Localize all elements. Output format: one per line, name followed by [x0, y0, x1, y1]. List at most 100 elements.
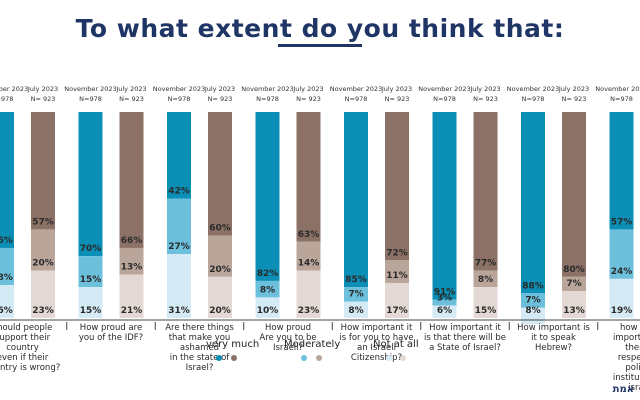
- data-label-nov-g6-s2: 3%: [437, 294, 452, 304]
- sample-size-jul-g2: N= 923: [119, 95, 144, 103]
- data-label-jul-g1-s3: 23%: [32, 306, 54, 316]
- bar-segment-jul-g1-s2: [31, 229, 55, 271]
- sample-size-jul-g6: N= 923: [473, 95, 498, 103]
- question-line: country: [6, 343, 39, 353]
- data-label-nov-g8-s2: 24%: [611, 267, 633, 277]
- bar-segment-nov-g3-s3: [167, 254, 191, 318]
- data-label-jul-g7-s3: 13%: [563, 306, 585, 316]
- data-label-nov-g8-s1: 57%: [611, 217, 633, 227]
- question-line: How important it: [341, 323, 413, 333]
- bar-segment-nov-g6-s2: [432, 299, 457, 306]
- bar-segment-nov-g8-s2: [609, 229, 634, 279]
- data-label-nov-g3-s1: 42%: [168, 187, 190, 197]
- bar-segment-jul-g2-s3: [119, 274, 144, 318]
- data-label-jul-g4-s3: 23%: [298, 306, 320, 316]
- data-label-jul-g2-s1: 66%: [121, 236, 143, 246]
- data-label-jul-g4-s2: 14%: [298, 259, 320, 269]
- data-label-jul-g6-s3: 15%: [475, 306, 497, 316]
- question-line: that make you: [169, 333, 231, 343]
- bar-segment-jul-g1-s1: [31, 112, 55, 230]
- question-line: even if their: [0, 353, 49, 363]
- sample-size-nov-g5: N=978: [345, 95, 368, 103]
- bar-segment-nov-g2-s3: [78, 287, 103, 318]
- question-label-6: How important it is that there will be a S…: [424, 323, 506, 353]
- bar-segment-nov-g3-s2: [167, 198, 191, 255]
- question-line: How important it: [429, 323, 501, 333]
- question-line: it to speak: [531, 333, 576, 343]
- bar-segment-nov-g5-s2: [344, 287, 368, 302]
- period-label-jul-g3: July 2023: [204, 85, 235, 93]
- bar-segment-jul-g3-s3: [208, 276, 232, 318]
- data-label-nov-g3-s3: 31%: [168, 306, 190, 316]
- sample-size-nov-g6: N=978: [433, 95, 456, 103]
- question-line: importance is: [613, 333, 640, 343]
- period-label-nov-g1: November 2023: [0, 85, 28, 93]
- question-line: Are you to be: [259, 333, 316, 343]
- bar-segment-jul-g6-s1: [473, 112, 498, 271]
- bar-segment-jul-g3-s2: [208, 235, 232, 277]
- bar-segment-jul-g4-s1: [296, 112, 321, 242]
- question-line: there to: [625, 343, 640, 353]
- sample-size-nov-g3: N=978: [168, 95, 191, 103]
- data-label-nov-g2-s1: 70%: [80, 244, 102, 254]
- data-label-nov-g5-s1: 85%: [345, 275, 367, 285]
- data-label-jul-g7-s2: 7%: [566, 279, 581, 289]
- data-label-nov-g5-s3: 8%: [348, 306, 363, 316]
- question-label-2: How proud are you of the IDF?: [79, 323, 143, 343]
- sample-size-nov-g4: N=978: [256, 95, 279, 103]
- period-label-nov-g8: November 2023: [595, 85, 640, 93]
- bar-segment-jul-g3-s1: [208, 112, 232, 236]
- question-line: support their: [0, 333, 51, 343]
- period-label-jul-g6: July 2023: [469, 85, 500, 93]
- data-label-nov-g4-s1: 82%: [257, 269, 279, 279]
- sample-size-jul-g5: N= 923: [385, 95, 410, 103]
- question-line: How proud: [265, 323, 311, 333]
- data-label-nov-g6-s1: 91%: [434, 287, 456, 297]
- bar-segment-nov-g4-s2: [255, 280, 280, 298]
- bar-segment-jul-g6-s3: [473, 287, 498, 318]
- bar-segment-jul-g4-s3: [296, 270, 321, 318]
- data-label-jul-g5-s1: 72%: [386, 248, 408, 258]
- period-label-jul-g7: July 2023: [558, 85, 589, 93]
- data-label-nov-g8-s3: 19%: [611, 306, 633, 316]
- data-label-jul-g2-s2: 13%: [121, 263, 143, 273]
- data-label-jul-g6-s1: 77%: [475, 259, 497, 269]
- data-label-nov-g2-s3: 15%: [80, 306, 102, 316]
- sample-size-jul-g3: N= 923: [208, 95, 233, 103]
- sample-size-nov-g2: N=978: [79, 95, 102, 103]
- data-label-jul-g3-s3: 20%: [209, 306, 231, 316]
- title-underline: [278, 44, 362, 47]
- period-label-nov-g7: November 2023: [507, 85, 559, 93]
- sample-size-nov-g8: N=978: [610, 95, 633, 103]
- data-label-nov-g3-s2: 27%: [168, 242, 190, 252]
- question-line: Israeli?: [273, 343, 303, 353]
- question-line: an Israeli: [357, 343, 396, 353]
- question-line: israel?: [628, 383, 640, 393]
- bar-segment-jul-g5-s3: [385, 282, 409, 318]
- sample-size-jul-g7: N= 923: [562, 95, 587, 103]
- bar-segment-nov-g3-s1: [167, 112, 191, 199]
- question-line: Hebrew?: [535, 343, 572, 353]
- question-line: Citizenship?: [351, 353, 402, 363]
- data-label-nov-g7-s3: 8%: [525, 306, 540, 316]
- data-label-nov-g1-s3: 16%: [0, 306, 13, 316]
- question-line: How proud are: [80, 323, 142, 333]
- bar-segment-nov-g1-s1: [0, 112, 14, 248]
- bar-segment-nov-g6-s3: [432, 305, 457, 318]
- question-line: should people: [0, 323, 52, 333]
- data-label-nov-g1-s1: 66%: [0, 236, 13, 246]
- data-label-jul-g1-s2: 20%: [32, 259, 54, 269]
- data-label-jul-g1-s1: 57%: [32, 217, 54, 227]
- period-label-jul-g1: July 2023: [27, 85, 58, 93]
- question-line: how much: [620, 323, 640, 333]
- question-label-7: How important is it to speak Hebrew?: [517, 323, 590, 353]
- period-label-nov-g2: November 2023: [64, 85, 116, 93]
- question-label-8: how muchimportance isthere torespect the…: [613, 323, 640, 393]
- bar-segment-nov-g5-s1: [344, 112, 368, 288]
- bar-segment-nov-g7-s1: [521, 112, 545, 294]
- data-label-nov-g2-s2: 15%: [80, 275, 102, 285]
- bar-segment-nov-g1-s2: [0, 247, 14, 286]
- question-line: country is wrong?: [0, 363, 60, 373]
- bar-segment-jul-g2-s2: [119, 247, 144, 275]
